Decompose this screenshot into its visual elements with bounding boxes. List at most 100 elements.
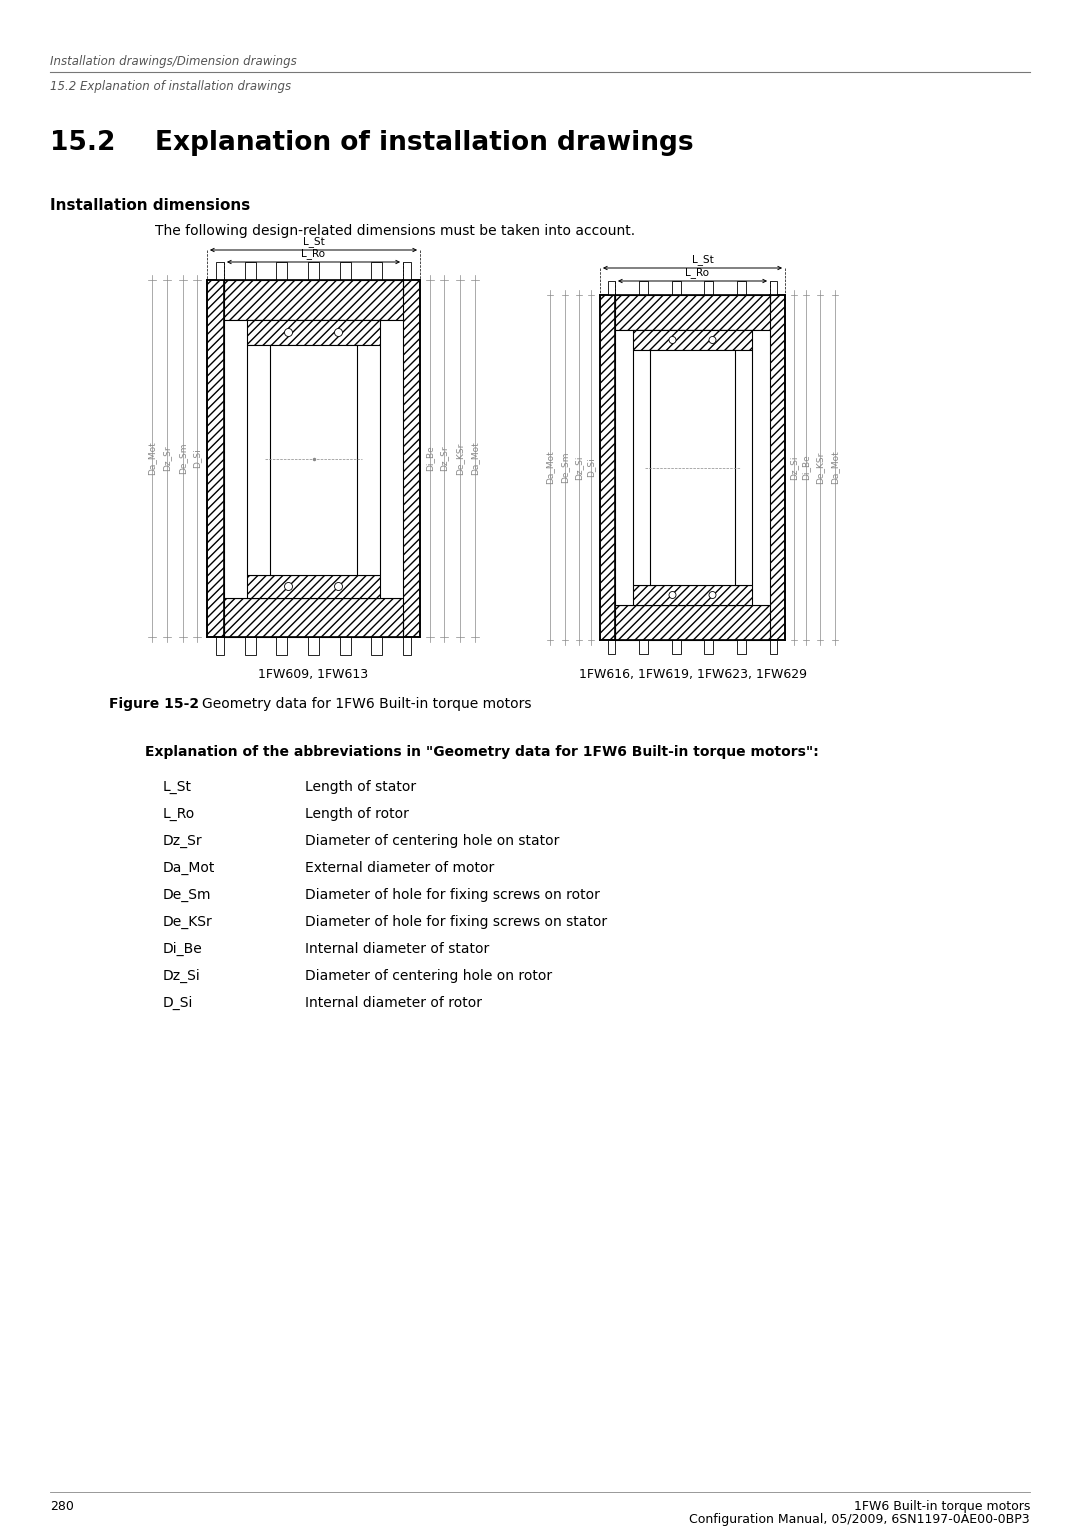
Circle shape [669,591,676,599]
Text: 1FW616, 1FW619, 1FW623, 1FW629: 1FW616, 1FW619, 1FW623, 1FW629 [579,667,807,681]
Text: D_Si: D_Si [586,458,595,478]
Circle shape [335,328,342,336]
Polygon shape [615,295,770,330]
Text: L_St: L_St [691,253,714,266]
Text: Da_Mot: Da_Mot [545,450,554,484]
Text: Dz_Sr: Dz_Sr [162,446,172,472]
Text: Da_Mot: Da_Mot [471,441,480,475]
Text: Da_Mot: Da_Mot [831,450,839,484]
Text: Dz_Sr: Dz_Sr [440,446,448,472]
Text: Explanation of installation drawings: Explanation of installation drawings [156,130,693,156]
Polygon shape [633,585,752,605]
Text: De_Sm: De_Sm [163,889,212,902]
Text: 1FW6 Built-in torque motors: 1FW6 Built-in torque motors [853,1500,1030,1513]
Text: L_Ro: L_Ro [301,247,325,260]
Bar [340,637,351,655]
Text: D_Si: D_Si [163,996,193,1011]
Text: Installation drawings/Dimension drawings: Installation drawings/Dimension drawings [50,55,297,69]
Text: Dz_Si: Dz_Si [163,970,201,983]
Bar [276,637,287,655]
Text: Internal diameter of stator: Internal diameter of stator [305,942,489,956]
Polygon shape [224,599,403,637]
Bar [372,637,382,655]
Text: The following design-related dimensions must be taken into account.: The following design-related dimensions … [156,224,635,238]
Bar [608,640,615,654]
Text: Diameter of centering hole on stator: Diameter of centering hole on stator [305,834,559,847]
Text: De_KSr: De_KSr [163,915,213,928]
Bar [340,263,351,279]
Bar [633,350,752,585]
Bar [276,263,287,279]
Circle shape [284,582,293,591]
Circle shape [708,336,716,344]
Text: Length of rotor: Length of rotor [305,806,409,822]
Bar [738,281,746,295]
Polygon shape [403,279,420,637]
Polygon shape [207,279,224,637]
Text: Length of stator: Length of stator [305,780,416,794]
Bar [308,263,319,279]
Polygon shape [600,295,615,640]
Bar [224,321,403,599]
Text: Da_Mot: Da_Mot [163,861,215,875]
Bar [672,640,680,654]
Bar [247,345,380,576]
Text: 1FW609, 1FW613: 1FW609, 1FW613 [258,667,368,681]
Polygon shape [615,605,770,640]
Polygon shape [224,279,403,321]
Bar [372,263,382,279]
Text: 15.2 Explanation of installation drawings: 15.2 Explanation of installation drawing… [50,79,292,93]
Polygon shape [247,576,380,599]
Bar [403,637,411,655]
Polygon shape [770,295,785,640]
Text: Diameter of centering hole on rotor: Diameter of centering hole on rotor [305,970,552,983]
Bar [216,263,224,279]
Text: De_Sm: De_Sm [561,452,569,483]
Bar [308,637,319,655]
Text: 280: 280 [50,1500,73,1513]
Text: Internal diameter of rotor: Internal diameter of rotor [305,996,482,1009]
Bar [738,640,746,654]
Text: Diameter of hole for fixing screws on stator: Diameter of hole for fixing screws on st… [305,915,607,928]
Polygon shape [633,330,752,350]
Text: Explanation of the abbreviations in "Geometry data for 1FW6 Built-in torque moto: Explanation of the abbreviations in "Geo… [145,745,819,759]
Bar [608,281,615,295]
Circle shape [284,328,293,336]
Bar [245,263,256,279]
Bar [638,281,648,295]
Text: L_St: L_St [163,780,192,794]
Bar [638,640,648,654]
Text: L_Ro: L_Ro [163,806,195,822]
Bar [704,281,714,295]
Polygon shape [247,321,380,345]
Text: Di_Be: Di_Be [801,455,810,481]
Text: Configuration Manual, 05/2009, 6SN1197-0AE00-0BP3: Configuration Manual, 05/2009, 6SN1197-0… [689,1513,1030,1525]
Bar [770,640,777,654]
Bar [770,281,777,295]
Text: Dz_Si: Dz_Si [789,455,798,479]
Text: Di_Be: Di_Be [163,942,203,956]
Bar [704,640,714,654]
Text: De_KSr: De_KSr [456,443,464,475]
Text: Di_Be: Di_Be [426,446,434,472]
Text: Installation dimensions: Installation dimensions [50,199,251,212]
Bar [403,263,411,279]
Bar [216,637,224,655]
Text: L_Ro: L_Ro [686,267,710,278]
Text: Geometry data for 1FW6 Built-in torque motors: Geometry data for 1FW6 Built-in torque m… [202,696,531,712]
Text: Diameter of hole for fixing screws on rotor: Diameter of hole for fixing screws on ro… [305,889,599,902]
Text: 15.2: 15.2 [50,130,116,156]
Bar [672,281,680,295]
Text: Dz_Sr: Dz_Sr [163,834,203,847]
Circle shape [669,336,676,344]
Text: L_St: L_St [302,237,324,247]
Text: External diameter of motor: External diameter of motor [305,861,495,875]
Text: De_Sm: De_Sm [178,443,188,475]
Circle shape [708,591,716,599]
Text: Figure 15-2: Figure 15-2 [109,696,199,712]
Text: De_KSr: De_KSr [815,452,824,484]
Text: Dz_Si: Dz_Si [575,455,583,479]
Text: D_Si: D_Si [192,449,202,469]
Bar [245,637,256,655]
Text: Da_Mot: Da_Mot [148,441,157,475]
